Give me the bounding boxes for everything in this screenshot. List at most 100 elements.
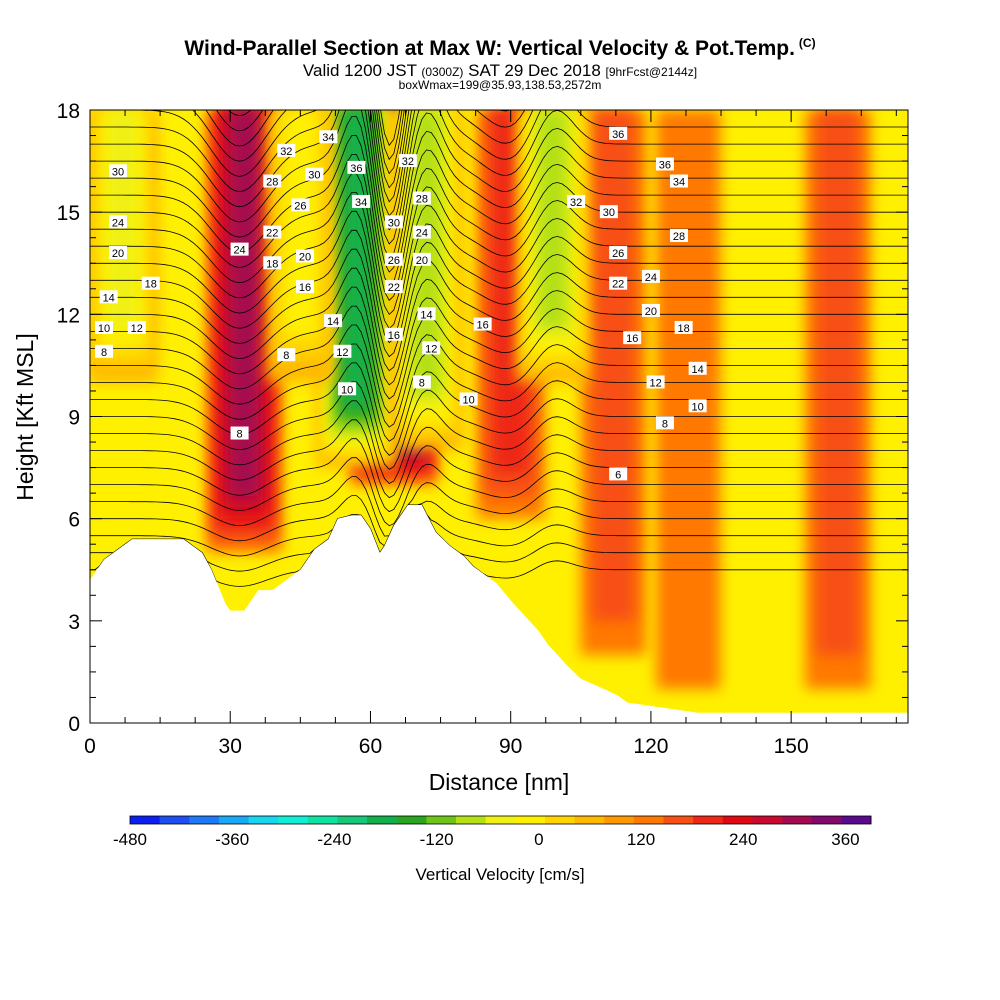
x-tick-label: 30 — [219, 735, 242, 758]
colorbar-swatch — [604, 816, 635, 824]
contour-label-bg — [609, 246, 628, 260]
contour-label-bg — [688, 399, 707, 413]
contour-label: 30 — [308, 170, 320, 182]
contour-label-bg — [609, 126, 628, 140]
x-tick-label: 60 — [359, 735, 382, 758]
contour-label: 26 — [612, 248, 624, 260]
contour-label: 18 — [678, 323, 690, 335]
contour-label-bg — [459, 392, 478, 406]
theta-contour — [90, 476, 908, 537]
contour-label-bg — [263, 174, 282, 188]
contour-label-bg — [277, 143, 296, 157]
x-tick-label: 90 — [499, 735, 522, 758]
colorbar-swatch — [693, 816, 724, 824]
y-tick-label: 18 — [57, 100, 80, 123]
contour-label-bg — [319, 130, 338, 144]
colorbar-swatch — [841, 816, 872, 824]
contour-label-bg — [230, 242, 249, 256]
colorbar-label: 360 — [831, 830, 859, 849]
y-tick-label: 3 — [68, 611, 80, 634]
contour-label-bg — [422, 341, 441, 355]
theta-contour — [90, 135, 908, 287]
contour-label-bg — [623, 331, 642, 345]
colorbar-swatch — [337, 816, 368, 824]
colorbar-swatch — [159, 816, 190, 824]
contour-label: 36 — [350, 163, 362, 175]
theta-contour-labels: 3636343230282624222018161412108630242018… — [95, 126, 707, 481]
contour-label: 30 — [388, 217, 400, 229]
contour-label-bg — [412, 191, 431, 205]
contour-label: 16 — [626, 333, 638, 345]
contour-label-bg — [567, 194, 586, 208]
theta-contour — [90, 400, 908, 484]
theta-contour — [90, 173, 908, 316]
contour-label-bg — [305, 167, 324, 181]
contour-label: 14 — [103, 292, 115, 304]
contour-label-bg — [291, 198, 310, 212]
contour-label: 24 — [416, 228, 428, 240]
contour-label: 34 — [673, 177, 685, 189]
theta-contour — [90, 110, 908, 217]
contour-label-bg — [296, 280, 315, 294]
y-tick-label: 9 — [68, 407, 80, 430]
contour-label: 34 — [322, 132, 334, 144]
contour-label: 16 — [477, 320, 489, 332]
colorbar-swatch — [189, 816, 220, 824]
contour-label-bg — [141, 276, 160, 290]
contour-label: 32 — [402, 156, 414, 168]
colorbar-swatch — [515, 816, 546, 824]
contour-label: 20 — [645, 306, 657, 318]
colorbar-swatch — [811, 816, 842, 824]
contour-label-bg — [263, 225, 282, 239]
contour-label-bg — [230, 426, 249, 440]
contour-label: 18 — [145, 279, 157, 291]
contour-label-bg — [95, 320, 114, 334]
colorbar-label: -480 — [113, 830, 147, 849]
x-axis: 0 30 60 90 120 150 — [84, 110, 897, 758]
theta-contour — [90, 495, 908, 547]
colorbar-swatch — [722, 816, 753, 824]
theta-contour — [90, 362, 908, 456]
y-axis-title: Height [Kft MSL] — [12, 333, 38, 500]
contour-label-bg — [669, 174, 688, 188]
theta-contour — [90, 343, 908, 442]
colorbar-swatch — [367, 816, 398, 824]
contour-label: 24 — [645, 272, 657, 284]
contour-label-bg — [277, 348, 296, 362]
colorbar-swatch — [396, 816, 427, 824]
colorbar-swatch — [307, 816, 338, 824]
contour-label: 10 — [98, 323, 110, 335]
contour-label: 8 — [283, 350, 289, 362]
theta-contour — [90, 154, 908, 301]
y-tick-label: 15 — [57, 202, 80, 225]
colorbar: -480 -360 -240 -120 0 120 240 360 — [113, 815, 872, 849]
y-tick-label: 12 — [57, 304, 80, 327]
theta-contour — [90, 210, 908, 344]
contour-label: 8 — [237, 429, 243, 441]
contour-label: 32 — [280, 146, 292, 158]
colorbar-swatch — [544, 816, 576, 824]
contour-label: 10 — [341, 384, 353, 396]
contour-label: 30 — [112, 166, 124, 178]
contour-label-bg — [641, 303, 660, 317]
contour-label: 28 — [416, 194, 428, 206]
contour-label: 20 — [299, 251, 311, 263]
contour-label-bg — [398, 154, 417, 168]
contour-label-bg — [347, 160, 366, 174]
colorbar-label: -360 — [215, 830, 249, 849]
contour-label: 30 — [603, 207, 615, 219]
contour-label: 12 — [649, 377, 661, 389]
contour-label: 34 — [355, 197, 367, 209]
x-tick-label: 120 — [633, 735, 668, 758]
contour-label: 16 — [388, 330, 400, 342]
x-tick-label: 150 — [774, 735, 809, 758]
contour-label-bg — [109, 215, 128, 229]
contour-label: 28 — [266, 177, 278, 189]
contour-label: 12 — [131, 323, 143, 335]
theta-contour — [90, 248, 908, 372]
downdraft-core — [343, 110, 370, 408]
contour-label-bg — [688, 361, 707, 375]
contour-label-bg — [338, 382, 357, 396]
contour-label: 10 — [462, 394, 474, 406]
